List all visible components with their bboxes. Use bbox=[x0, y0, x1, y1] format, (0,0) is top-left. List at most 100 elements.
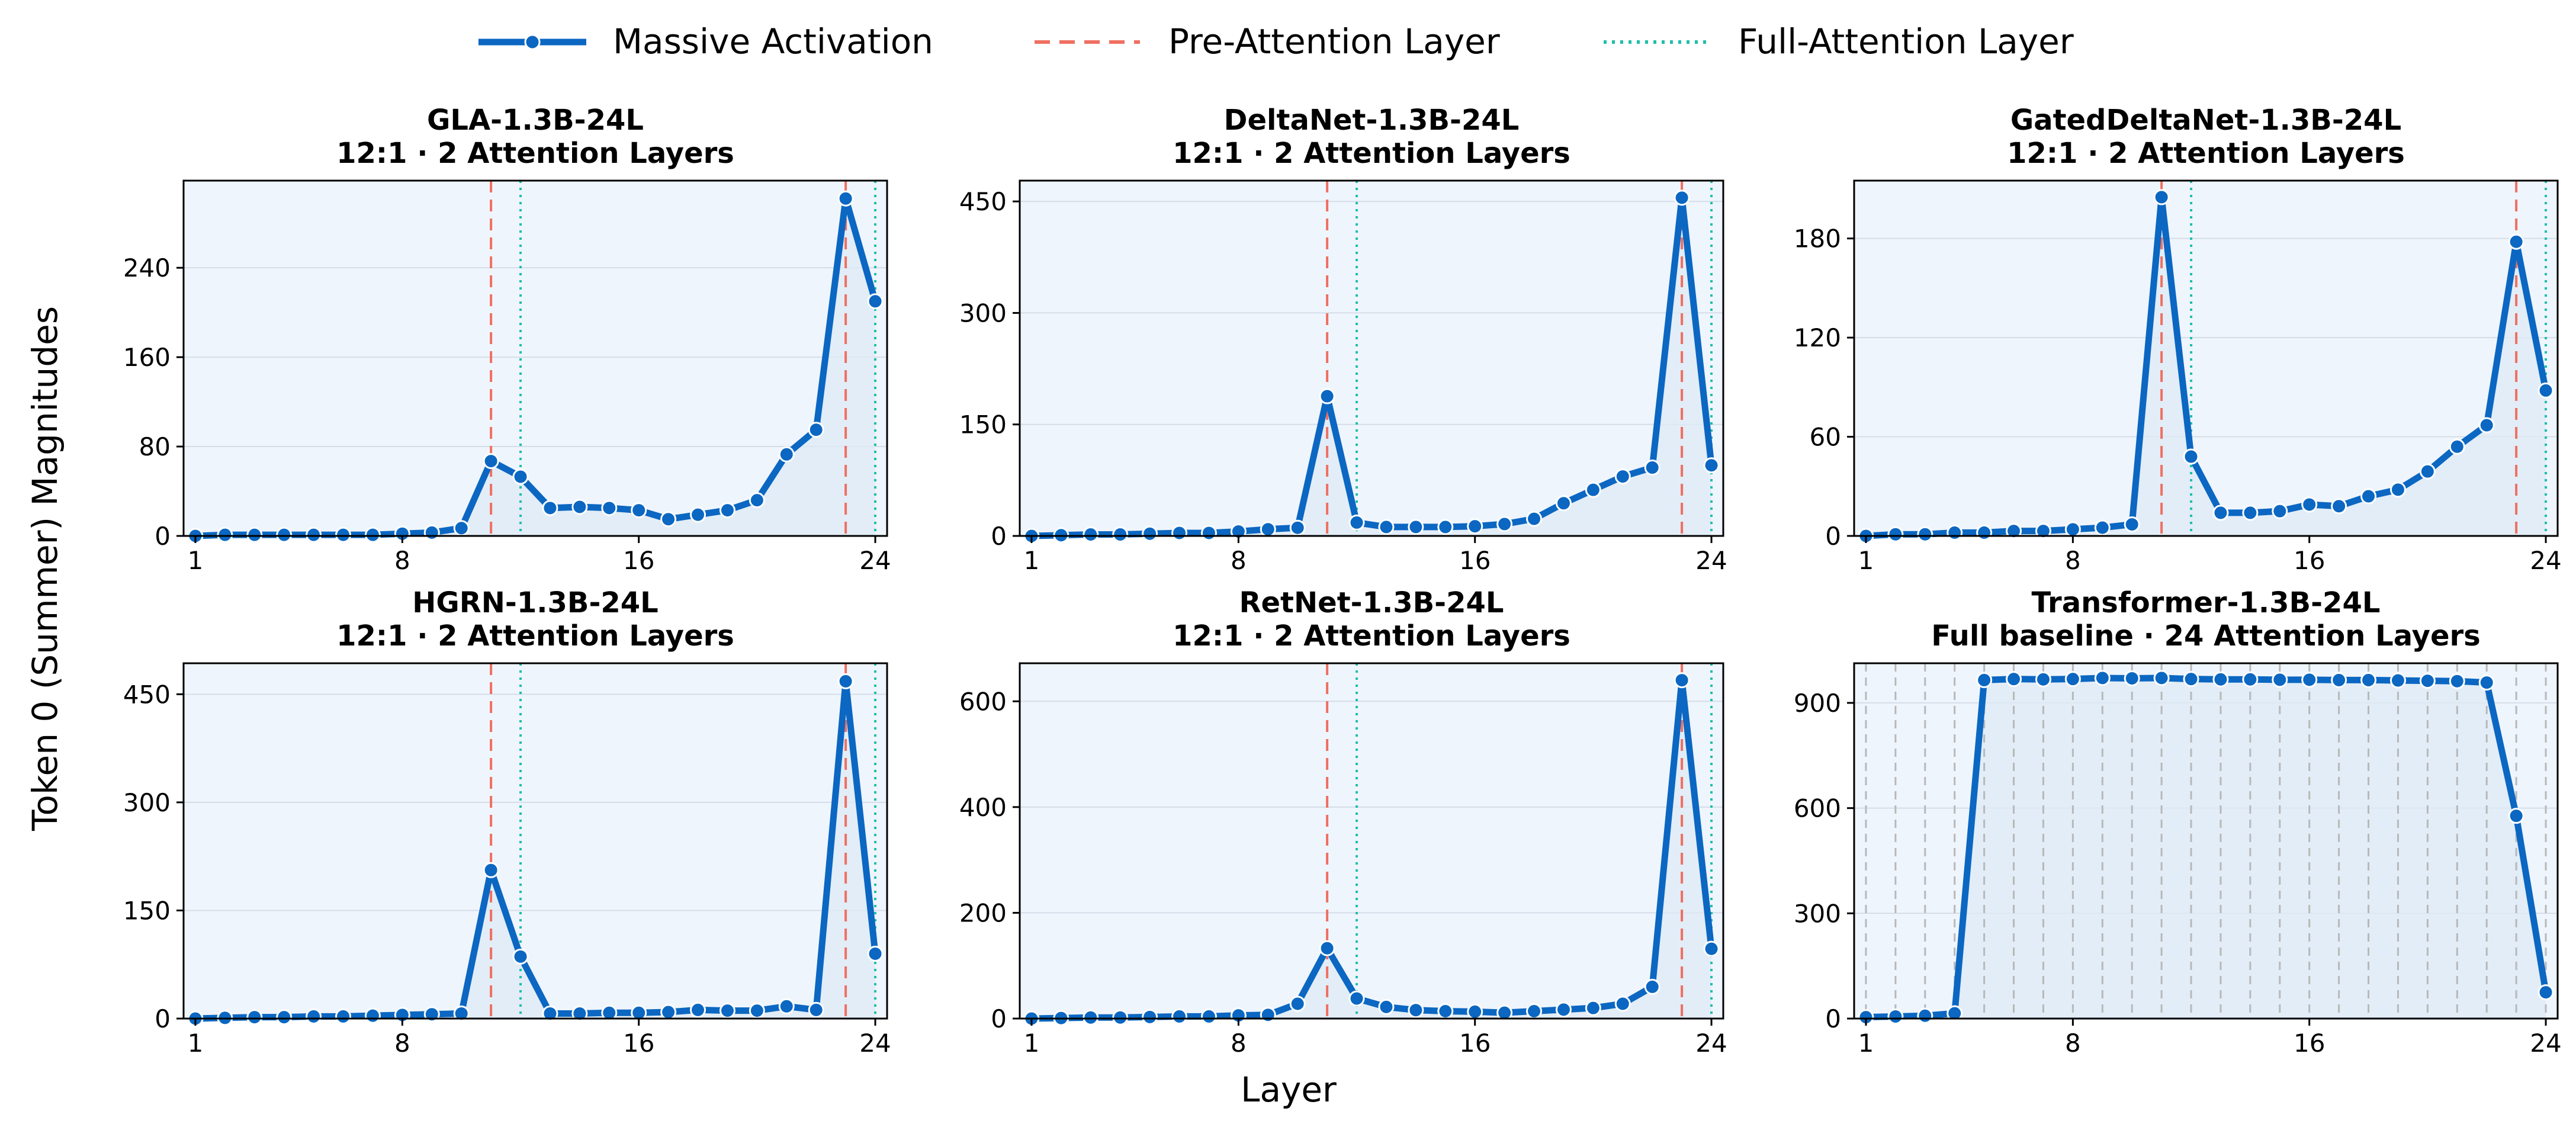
data-point-layer-19 bbox=[719, 1003, 735, 1019]
data-point-layer-7 bbox=[2035, 523, 2051, 539]
data-point-layer-8 bbox=[2064, 521, 2081, 538]
y-tick-label: 0 bbox=[155, 1004, 171, 1033]
data-point-layer-10 bbox=[453, 520, 470, 537]
legend-item-full-attention: Full-Attention Layer bbox=[1604, 21, 2074, 62]
plot-frame bbox=[1853, 662, 2559, 1020]
data-point-layer-5 bbox=[1142, 1008, 1158, 1025]
data-point-layer-22 bbox=[1644, 460, 1660, 476]
data-point-layer-16 bbox=[2301, 672, 2318, 688]
y-tick-label: 0 bbox=[1825, 522, 1841, 551]
data-point-layer-6 bbox=[1171, 525, 1188, 541]
chart-title: GLA-1.3B-24L bbox=[427, 104, 644, 137]
x-tick-label: 8 bbox=[2065, 546, 2081, 575]
data-point-layer-6 bbox=[335, 1008, 352, 1024]
x-tick-label: 8 bbox=[2065, 1029, 2081, 1058]
data-point-layer-9 bbox=[2094, 519, 2111, 536]
data-point-layer-20 bbox=[749, 492, 765, 509]
data-point-layer-14 bbox=[571, 1005, 588, 1022]
data-point-layer-20 bbox=[2419, 463, 2436, 480]
data-point-layer-4 bbox=[1947, 524, 1963, 541]
data-point-layer-5 bbox=[1142, 525, 1158, 542]
y-tick-label: 400 bbox=[959, 793, 1007, 822]
y-tick-label: 600 bbox=[959, 687, 1007, 716]
data-point-layer-12 bbox=[512, 948, 529, 965]
y-tick-label: 600 bbox=[1794, 794, 1841, 823]
data-point-layer-3 bbox=[246, 526, 263, 543]
data-point-layer-12 bbox=[2183, 448, 2199, 465]
legend-label-massive-activation: Massive Activation bbox=[613, 21, 933, 62]
data-point-layer-7 bbox=[1200, 1008, 1217, 1024]
data-point-layer-24 bbox=[1703, 940, 1720, 957]
series-area-fill bbox=[1865, 677, 2546, 1019]
data-point-layer-3 bbox=[1083, 526, 1099, 542]
y-tick-label: 0 bbox=[991, 522, 1007, 551]
y-tick-label: 450 bbox=[959, 187, 1007, 216]
data-point-layer-3 bbox=[246, 1009, 263, 1026]
plot-frame bbox=[182, 179, 888, 537]
data-point-layer-5 bbox=[1976, 524, 1993, 541]
x-tick-label: 16 bbox=[623, 546, 654, 575]
x-tick-label: 16 bbox=[2294, 1029, 2325, 1058]
data-point-layer-7 bbox=[364, 526, 381, 543]
chart-title: HGRN-1.3B-24L bbox=[412, 586, 659, 619]
data-point-layer-10 bbox=[2124, 516, 2140, 532]
data-point-layer-9 bbox=[1260, 521, 1276, 538]
y-tick-label: 0 bbox=[155, 522, 171, 551]
data-point-layer-4 bbox=[276, 1009, 293, 1026]
x-tick-label: 16 bbox=[2294, 546, 2325, 575]
data-point-layer-22 bbox=[2478, 417, 2495, 433]
data-point-layer-14 bbox=[1408, 519, 1424, 535]
data-point-layer-11 bbox=[2153, 670, 2170, 686]
data-point-layer-15 bbox=[2272, 672, 2288, 688]
data-point-layer-17 bbox=[2331, 498, 2347, 515]
data-point-layer-6 bbox=[2006, 671, 2022, 688]
plot-area bbox=[1020, 181, 1723, 536]
data-point-layer-12 bbox=[2183, 671, 2199, 688]
data-point-layer-7 bbox=[2035, 671, 2051, 688]
x-tick-label: 8 bbox=[394, 546, 410, 575]
y-axis-label: Token 0 (Summer) Magnitudes bbox=[25, 306, 65, 831]
plot-frame bbox=[182, 662, 888, 1020]
data-point-layer-7 bbox=[1200, 525, 1217, 541]
data-point-layer-11 bbox=[483, 453, 499, 470]
data-point-layer-23 bbox=[1674, 672, 1690, 689]
data-point-layer-22 bbox=[2478, 675, 2495, 691]
y-tick-label: 300 bbox=[959, 298, 1007, 327]
data-point-layer-17 bbox=[1496, 516, 1513, 532]
chart-subtitle: 12:1 · 2 Attention Layers bbox=[336, 619, 734, 653]
legend: Massive Activation Pre-Attention Layer F… bbox=[478, 21, 2074, 62]
data-point-layer-5 bbox=[306, 1008, 322, 1024]
plot-area bbox=[184, 663, 887, 1019]
chart-subtitle: 12:1 · 2 Attention Layers bbox=[1173, 137, 1570, 170]
data-point-layer-19 bbox=[2389, 481, 2406, 498]
data-point-layer-11 bbox=[2153, 189, 2170, 205]
data-point-layer-3 bbox=[1917, 526, 1933, 542]
data-point-layer-20 bbox=[2419, 673, 2436, 689]
data-point-layer-6 bbox=[335, 526, 352, 543]
data-point-layer-24 bbox=[867, 945, 884, 962]
data-point-layer-19 bbox=[1555, 495, 1572, 512]
data-point-layer-18 bbox=[2360, 488, 2377, 505]
data-point-layer-21 bbox=[778, 446, 795, 462]
x-tick-label: 8 bbox=[394, 1029, 410, 1058]
data-point-layer-21 bbox=[2449, 438, 2465, 455]
data-point-layer-13 bbox=[1378, 998, 1395, 1015]
data-point-layer-9 bbox=[1260, 1007, 1276, 1023]
data-point-layer-23 bbox=[837, 673, 854, 689]
x-tick-label: 1 bbox=[1858, 1029, 1874, 1058]
data-point-layer-15 bbox=[601, 500, 618, 516]
data-point-layer-23 bbox=[1674, 190, 1690, 206]
data-point-layer-10 bbox=[1289, 995, 1306, 1012]
x-tick-label: 24 bbox=[1695, 1029, 1727, 1058]
x-tick-label: 16 bbox=[623, 1029, 654, 1058]
data-point-layer-13 bbox=[2212, 505, 2229, 521]
data-point-layer-18 bbox=[1526, 1003, 1543, 1019]
data-point-layer-24 bbox=[2538, 382, 2554, 399]
data-point-layer-11 bbox=[483, 862, 499, 878]
data-point-layer-11 bbox=[1319, 940, 1335, 956]
